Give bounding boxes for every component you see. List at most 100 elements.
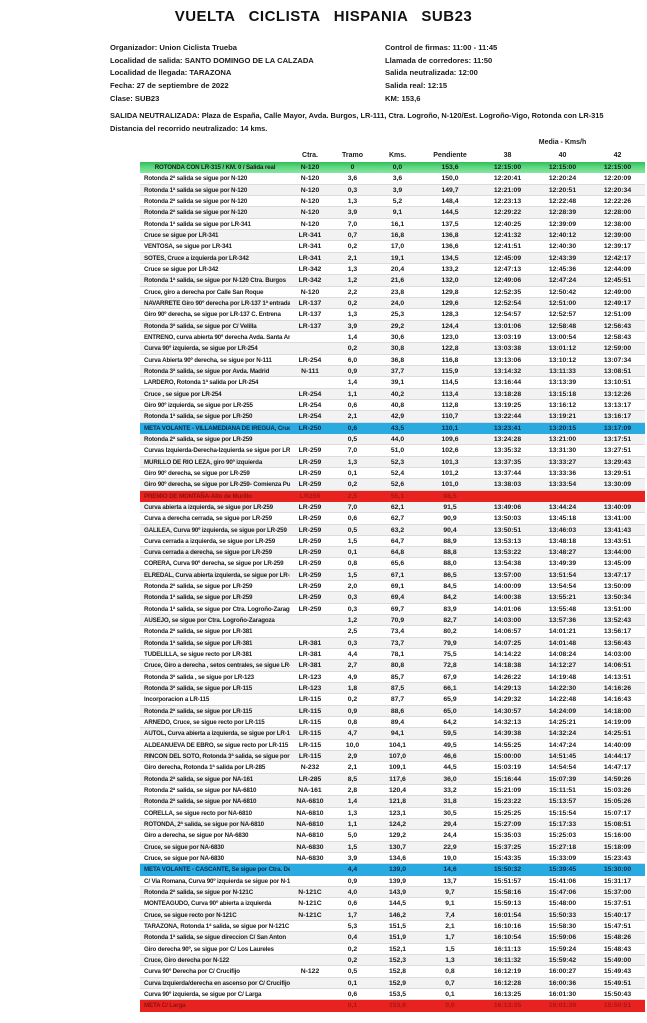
time-42-cell: 13:52:43	[603, 617, 632, 625]
pendiente-cell: 0,8	[445, 968, 455, 976]
pendiente-cell: 33,2	[443, 787, 457, 795]
kms-cell: 88,6	[390, 707, 405, 715]
race-info-left: Organizador: Union Ciclista Trueba Local…	[110, 42, 314, 106]
road-cell: LR-381	[298, 639, 322, 647]
road-cell: LR-259	[298, 549, 322, 557]
time-42-cell: 15:48:26	[603, 934, 632, 942]
pendiente-cell: 153,6	[441, 164, 459, 171]
table-row: Curva Izquierda/derecha en ascenso por C…	[140, 977, 645, 989]
time-38-cell: 15:16:44	[493, 775, 522, 783]
time-40-cell: 15:13:57	[548, 798, 577, 806]
time-40-cell: 12:40:30	[548, 243, 577, 251]
time-40-cell: 12:20:24	[548, 175, 577, 183]
tramo-cell: 3,9	[347, 855, 358, 863]
time-42-cell: 13:50:34	[603, 594, 632, 602]
route-description-cell: Rotonda 1ª salida, se sigue por N-120 Ct…	[144, 277, 286, 285]
kms-cell: 151,9	[388, 934, 406, 942]
time-40-cell: 14:22:48	[548, 696, 577, 704]
time-40-cell: 12:50:42	[548, 288, 577, 296]
route-description-cell: META VOLANTE - CASCANTE, Se sigue por Ct…	[144, 866, 290, 874]
time-40-cell: 15:59:42	[548, 956, 577, 964]
time-38-cell: 12:52:35	[493, 288, 522, 296]
tramo-cell: 1,3	[347, 265, 358, 273]
tramo-cell: 3,6	[347, 175, 358, 183]
route-description-cell: ELREDAL, Curva abierta izquierda, se sig…	[144, 571, 290, 579]
kms-cell: 152,3	[388, 956, 406, 964]
time-42-cell: 12:39:00	[603, 231, 632, 239]
time-38-cell: 12:40:25	[493, 220, 522, 228]
time-40-cell: 13:48:27	[548, 549, 577, 557]
table-row: Rotonda 2ª salida, se sigue por LR-259 LR…	[140, 581, 645, 593]
table-row: GALILEA, Curva 90º izquierda, se sigue p…	[140, 524, 645, 536]
tramo-cell: 4,4	[347, 866, 358, 874]
time-42-cell: 13:16:17	[603, 413, 632, 421]
time-42-cell: 12:44:09	[603, 265, 632, 273]
kms-cell: 44,0	[390, 435, 405, 443]
kms-cell: 139,9	[388, 877, 406, 885]
neutralized-start-notes: SALIDA NEUTRALIZADA: Plaza de España, Ca…	[110, 109, 645, 135]
time-40-cell: 13:21:00	[548, 435, 577, 443]
time-38-cell: 14:00:38	[493, 594, 522, 602]
time-42-cell: 13:30:09	[603, 481, 632, 489]
time-38-cell: 14:39:38	[493, 730, 522, 738]
table-row: Cruce, Giro a derecha , setos centrales,…	[140, 660, 645, 672]
tramo-cell: 0,5	[347, 526, 358, 534]
col-description	[140, 149, 290, 162]
route-description-cell: Rotonda 2ª salida, se sigue por LR-381	[144, 628, 253, 636]
road-cell: N-120	[300, 164, 320, 171]
kms-cell: 94,1	[390, 730, 405, 738]
pendiente-cell: 1,7	[445, 934, 455, 942]
kms-cell: 30,6	[390, 333, 405, 341]
time-40-cell: 15:17:33	[548, 821, 577, 829]
time-40-cell: 15:59:06	[548, 934, 577, 942]
time-42-cell: 15:47:51	[603, 922, 632, 930]
kms-cell: 123,1	[388, 809, 406, 817]
table-row: META VOLANTE - VILLAMEDIANA DE IREGUA, C…	[140, 422, 645, 434]
tramo-cell: 1,3	[347, 311, 358, 319]
tramo-cell: 0,5	[347, 435, 358, 443]
road-cell	[290, 955, 330, 966]
kms-cell: 55,1	[390, 492, 405, 500]
kms-cell: 64,8	[390, 549, 405, 557]
tramo-cell: 0,1	[347, 979, 358, 987]
kms-cell: 40,2	[390, 390, 405, 398]
pendiente-cell: 149,7	[441, 186, 459, 194]
time-38-cell: 12:23:13	[493, 197, 522, 205]
table-row: META C/ Larga 0,1 153,6 0,0 16:13:35 16:01:39…	[140, 1000, 645, 1012]
pendiente-cell: 65,9	[443, 696, 457, 704]
table-row: Rotonda 1ª salida, se sigue por LR-381 LR…	[140, 637, 645, 650]
kms-cell: 152,1	[388, 945, 406, 953]
tramo-cell: 2,9	[347, 753, 358, 761]
route-description-cell: Rotonda 2ª salida, se sigue por NA-6810	[144, 798, 257, 806]
race-info-right: Control de firmas: 11:00 - 11:45 Llamada…	[385, 42, 497, 106]
table-row: Rotonda 1ª salida, se sigue por LR-250 LR…	[140, 411, 645, 423]
time-38-cell: 15:35:03	[493, 832, 522, 840]
kms-cell: 25,3	[390, 311, 405, 319]
tramo-cell: 0,6	[347, 900, 358, 908]
road-cell: LR-341	[298, 254, 322, 262]
pendiente-cell: 49,5	[443, 741, 457, 749]
road-cell: NA-161	[298, 787, 322, 795]
pendiente-cell: 9,1	[445, 900, 455, 908]
route-description-cell: AUTOL, Curva abierta a izquierda, se sig…	[144, 730, 290, 738]
kms-cell: 30,8	[390, 345, 405, 353]
time-40-cell: 12:20:51	[548, 186, 577, 194]
time-38-cell: 13:37:44	[493, 469, 522, 477]
time-40-cell: 16:00:27	[548, 968, 577, 976]
table-row: Rotonda 1ª salida, se sigue por Ctra. Lo…	[140, 603, 645, 616]
time-38-cell: 15:43:35	[493, 855, 522, 863]
time-38-cell: 16:12:19	[493, 968, 522, 976]
pendiente-cell: 102,6	[441, 447, 459, 455]
route-description-cell: Giro derecha, Rotonda 1ª salida por LR-2…	[144, 764, 266, 772]
route-description-cell: PREMIO DE MONTAÑA-Alto de Murillo	[144, 492, 252, 500]
time-40-cell: 13:54:54	[548, 583, 577, 591]
media-kmh-label: Media - Kms/h	[538, 139, 587, 146]
tramo-cell: 7,0	[347, 220, 358, 228]
road-cell: LR-137	[298, 299, 322, 307]
pendiente-cell: 84,5	[443, 583, 457, 591]
kms-cell: 62,1	[390, 503, 405, 511]
route-description-cell: Cruce , se sigue por LR-254	[144, 390, 222, 398]
time-38-cell: 14:26:22	[493, 673, 522, 681]
tramo-cell: 1,5	[347, 843, 358, 851]
col-media-40: 40	[558, 152, 567, 159]
